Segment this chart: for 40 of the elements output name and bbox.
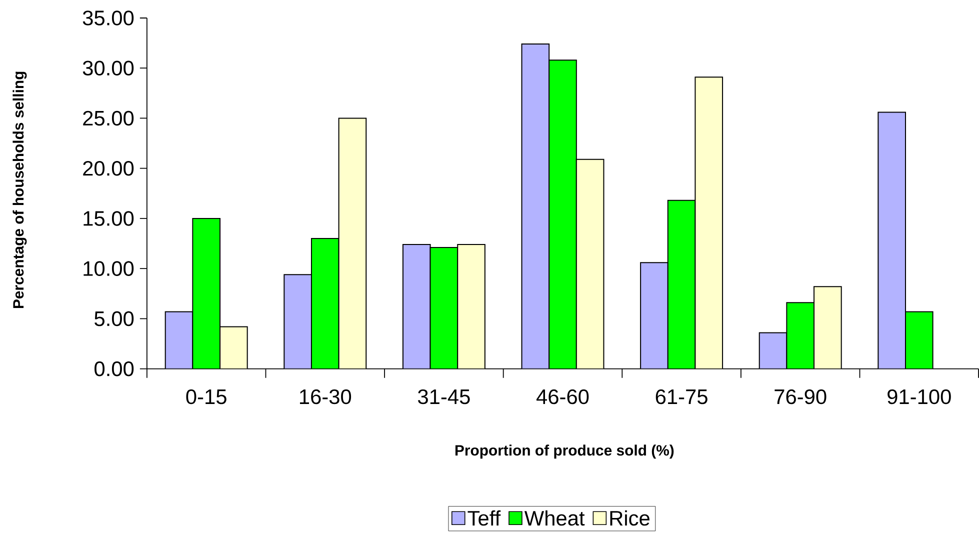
bar xyxy=(549,60,576,369)
x-tick-label: 61-75 xyxy=(656,389,708,404)
bar xyxy=(668,200,696,369)
x-tick-label: 31-45 xyxy=(418,389,470,404)
legend-label: Wheat xyxy=(524,510,585,526)
bar xyxy=(814,286,842,369)
x-axis-title: Proportion of produce sold (%) xyxy=(455,444,674,459)
bar xyxy=(192,218,220,369)
bar xyxy=(458,244,485,369)
y-tick-label: 5.00 xyxy=(94,311,134,326)
bar xyxy=(904,311,934,369)
y-axis-title: Percentage of households selling xyxy=(12,72,27,308)
x-tick-label: 16-30 xyxy=(300,389,352,404)
bar xyxy=(695,77,723,369)
y-tick-label: 0.00 xyxy=(94,362,134,376)
x-tick-label: 76-90 xyxy=(774,389,826,404)
bar xyxy=(338,118,366,369)
bar xyxy=(284,274,312,369)
x-tick-label: 46-60 xyxy=(536,389,589,404)
y-tick-label: 35.00 xyxy=(82,10,134,26)
bar xyxy=(786,302,814,369)
bar xyxy=(430,248,458,369)
bar xyxy=(402,244,430,369)
bar xyxy=(311,238,339,369)
y-tick-label: 15.00 xyxy=(84,211,134,226)
legend-label: Rice xyxy=(610,510,650,526)
bar xyxy=(522,44,550,369)
y-tick-label: 25.00 xyxy=(83,110,134,126)
x-tick-label: 0-15 xyxy=(186,389,226,404)
bar xyxy=(220,326,248,369)
bar xyxy=(165,312,193,369)
bar xyxy=(640,262,668,369)
y-tick-label: 20.00 xyxy=(83,161,134,176)
y-tick-label: 10.00 xyxy=(84,261,134,276)
x-tick-label: 91-100 xyxy=(888,389,951,404)
y-tick-label: 30.00 xyxy=(82,60,134,76)
bar xyxy=(759,332,787,369)
bar xyxy=(878,112,906,369)
bar xyxy=(576,159,604,369)
legend-label: Teff xyxy=(468,510,501,526)
